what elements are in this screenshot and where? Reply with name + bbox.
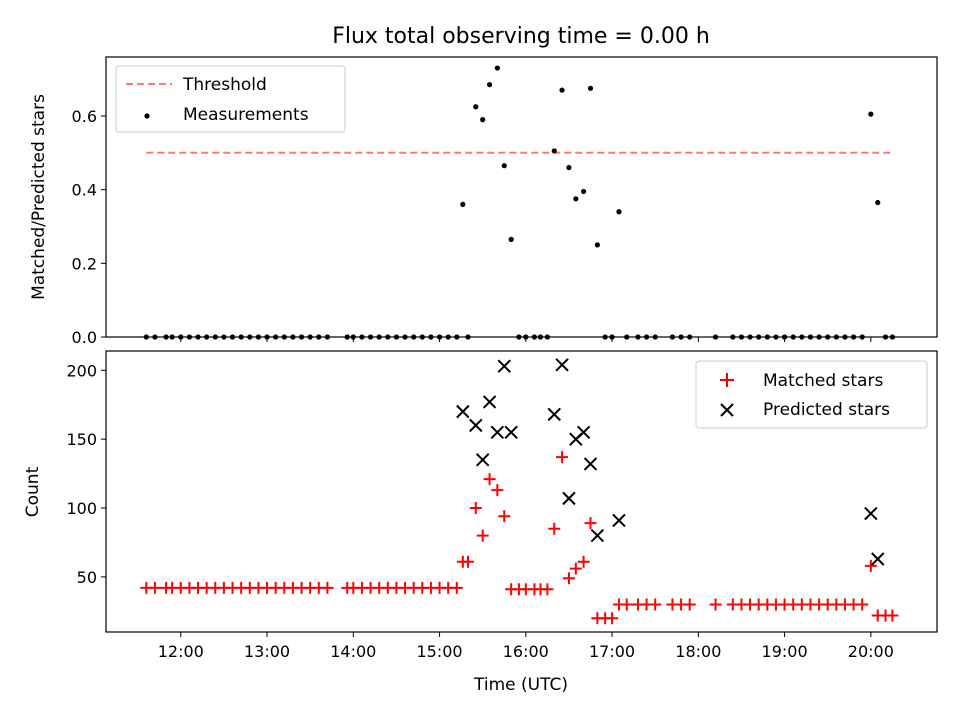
legend-measurements-swatch: [144, 113, 150, 119]
predicted-stars-point: [555, 358, 569, 372]
matched-stars-point: [606, 612, 619, 625]
predicted-stars-point: [871, 552, 885, 566]
predicted-stars-point: [490, 425, 505, 439]
top-y-tick-label: 0.4: [72, 181, 97, 200]
measurement-point: [486, 82, 493, 88]
matched-stars-point: [321, 581, 334, 594]
legend-matched-label: Matched stars: [763, 371, 883, 391]
top-y-tick-label: 0.0: [72, 328, 97, 347]
bottom-panel: Count Time (UTC) 50 100 150 200 12:00 13:00 14…: [23, 350, 938, 695]
measurement-point: [559, 87, 565, 93]
top-y-axis-label: Matched/Predicted stars: [29, 94, 49, 300]
matched-stars-point: [620, 598, 633, 611]
top-panel: Flux total observing time = 0.00 h Match…: [29, 24, 938, 347]
predicted-stars-point: [469, 418, 483, 433]
top-axes-frame: [105, 56, 938, 338]
bottom-x-tick-label: 15:00: [417, 642, 463, 661]
matched-stars-point: [491, 484, 504, 497]
matched-stars-point: [709, 598, 722, 611]
predicted-stars-point: [482, 395, 497, 409]
measurement-point: [573, 196, 579, 202]
chart-title: Flux total observing time = 0.00 h: [332, 24, 710, 49]
top-y-tick-label: 0.6: [72, 107, 97, 126]
matched-stars-point: [649, 598, 662, 611]
measurement-point: [875, 199, 881, 206]
bottom-x-tick-label: 18:00: [675, 642, 721, 661]
measurement-point: [473, 104, 479, 110]
matched-stars-point: [577, 555, 590, 568]
predicted-stars-point: [864, 506, 878, 521]
measurement-point: [594, 242, 601, 248]
measurement-point: [868, 111, 874, 117]
matched-stars-point: [556, 451, 569, 464]
measurement-point: [587, 85, 594, 91]
matched-stars-point: [498, 510, 511, 523]
legend-predicted-label: Predicted stars: [763, 400, 890, 420]
matched-stars-point: [548, 522, 561, 535]
legend-measurements-label: Measurements: [183, 105, 309, 125]
legend-threshold-label: Threshold: [182, 75, 267, 95]
bottom-y-tick-label: 100: [66, 499, 97, 518]
top-legend: Threshold Measurements: [115, 65, 346, 133]
predicted-stars-point: [475, 453, 490, 467]
measurement-point: [616, 209, 622, 215]
bottom-plot-area: [140, 358, 899, 625]
x-axis-label: Time (UTC): [473, 675, 568, 695]
bottom-x-tick-label: 19:00: [762, 642, 808, 661]
matched-stars-point: [450, 581, 463, 594]
matched-stars-point: [483, 473, 496, 486]
matched-stars-point: [886, 609, 899, 622]
measurement-point: [460, 201, 466, 207]
matched-stars-point: [569, 562, 582, 575]
matched-stars-point: [476, 529, 489, 542]
measurement-point: [494, 65, 500, 71]
predicted-stars-point: [612, 513, 626, 528]
matched-stars-point: [148, 581, 161, 594]
predicted-stars-point: [504, 425, 518, 439]
predicted-stars-point: [562, 491, 576, 506]
legend-predicted-swatch: [720, 403, 734, 417]
matched-stars-point: [541, 583, 554, 596]
predicted-stars-point: [547, 407, 561, 422]
measurement-point: [581, 188, 587, 195]
matched-stars-point: [562, 572, 575, 585]
bottom-y-tick-label: 150: [66, 430, 97, 449]
bottom-x-tick-label: 12:00: [158, 642, 204, 661]
bottom-axes-frame: [105, 350, 938, 633]
matched-stars-point: [462, 555, 475, 568]
bottom-y-tick-label: 50: [77, 568, 97, 587]
predicted-stars-point: [497, 359, 511, 373]
matched-stars-point: [864, 559, 877, 572]
bottom-x-tick-label: 14:00: [330, 642, 376, 661]
predicted-stars-point: [576, 425, 591, 439]
bottom-x-tick-label: 16:00: [503, 642, 549, 661]
matched-stars-point: [683, 598, 696, 611]
top-legend-box: [115, 65, 346, 133]
bottom-x-tick-label: 13:00: [244, 642, 290, 661]
legend-matched-swatch: [720, 373, 734, 387]
bottom-x-tick-label: 20:00: [848, 642, 894, 661]
predicted-stars-point: [590, 528, 605, 543]
bottom-x-tick-label: 17:00: [589, 642, 635, 661]
bottom-axis-ticks: 50 100 150 200 12:00 13:00 14:00 15:00 16:00 17:0…: [66, 361, 893, 661]
bottom-legend: Matched stars Predicted stars: [695, 360, 928, 429]
measurement-point: [551, 148, 557, 154]
bottom-y-axis-label: Count: [23, 466, 43, 517]
top-y-tick-label: 0.2: [72, 254, 97, 273]
bottom-legend-box: [695, 360, 928, 429]
predicted-stars-point: [583, 457, 598, 471]
matched-stars-point: [469, 502, 482, 515]
measurement-point: [508, 236, 514, 242]
bottom-y-tick-label: 200: [66, 361, 97, 380]
predicted-stars-point: [456, 404, 470, 419]
measurement-point: [566, 164, 572, 171]
measurement-point: [501, 163, 507, 169]
matched-stars-point: [584, 517, 597, 530]
matched-stars-point: [856, 598, 869, 611]
top-axis-ticks: 0.0 0.2 0.4 0.6: [72, 107, 872, 347]
measurement-point: [480, 117, 486, 123]
